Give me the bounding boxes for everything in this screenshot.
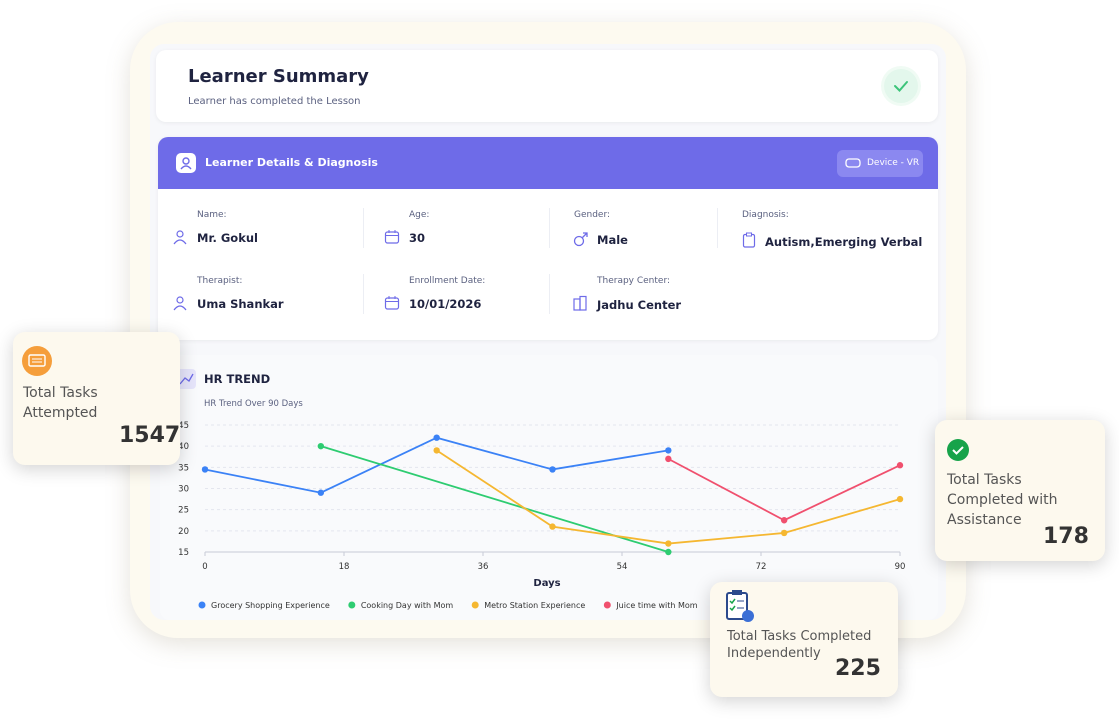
header-subtitle: Learner has completed the Lesson bbox=[188, 96, 361, 107]
x-axis-label: Days bbox=[533, 578, 560, 589]
y-tick-label: 20 bbox=[178, 527, 189, 537]
point bbox=[317, 489, 325, 496]
point bbox=[201, 466, 209, 473]
male-icon bbox=[573, 232, 588, 247]
calendar-icon bbox=[384, 296, 400, 310]
point bbox=[433, 447, 440, 454]
point bbox=[780, 517, 788, 524]
field-label: Therapy Center: bbox=[597, 276, 671, 286]
details-bar bbox=[158, 137, 938, 189]
calendar-icon bbox=[384, 230, 400, 244]
check-icon bbox=[894, 81, 908, 92]
legend-swatch bbox=[471, 601, 479, 609]
x-tick-label: 54 bbox=[617, 562, 628, 572]
legend-label: Metro Station Experience bbox=[484, 601, 585, 610]
legend-label: Juice time with Mom bbox=[615, 601, 697, 610]
chart-icon-line bbox=[179, 373, 194, 385]
stat-label: Total Tasks Attempted bbox=[23, 385, 98, 421]
field-value: 10/01/2026 bbox=[409, 297, 482, 311]
field-value: Mr. Gokul bbox=[197, 231, 258, 245]
point bbox=[896, 495, 904, 503]
chart-card: HR TREND HR Trend Over 90 Days Days 15 20… bbox=[160, 355, 938, 620]
stat-label: Total Tasks Completed with Assistance bbox=[947, 472, 1058, 528]
clipboard-icon bbox=[742, 232, 756, 248]
point bbox=[665, 548, 672, 556]
device-chip[interactable] bbox=[837, 150, 923, 177]
point bbox=[433, 434, 440, 441]
stat-icon bbox=[726, 590, 754, 622]
y-tick-label: 15 bbox=[178, 548, 189, 558]
building-icon bbox=[573, 295, 587, 311]
field-label: Diagnosis: bbox=[742, 210, 789, 220]
x-tick-label: 36 bbox=[478, 562, 489, 572]
series-line bbox=[436, 449, 901, 545]
user-icon bbox=[176, 153, 196, 173]
stat-icon bbox=[947, 439, 969, 461]
field-label: Therapist: bbox=[197, 276, 243, 286]
person-icon bbox=[173, 296, 187, 311]
complete-badge bbox=[884, 69, 918, 103]
legend-label: Cooking Day with Mom bbox=[361, 601, 454, 610]
y-tick-label: 40 bbox=[178, 442, 189, 452]
header-title: Learner Summary bbox=[188, 66, 369, 87]
field-label: Name: bbox=[197, 210, 227, 220]
stat-value: 178 bbox=[1043, 524, 1089, 549]
person-icon bbox=[173, 230, 187, 245]
field-value: 30 bbox=[409, 231, 426, 245]
field-value: Autism,Emerging Verbal bbox=[765, 235, 923, 249]
point bbox=[780, 529, 788, 537]
legend-swatch bbox=[603, 601, 611, 609]
field-value: Uma Shankar bbox=[197, 297, 284, 311]
field-label: Age: bbox=[409, 210, 430, 220]
y-tick-label: 45 bbox=[178, 421, 189, 431]
stat-icon bbox=[22, 346, 52, 376]
x-tick-label: 72 bbox=[756, 562, 767, 572]
separator bbox=[363, 208, 364, 248]
vr-icon bbox=[845, 158, 861, 168]
separator bbox=[549, 208, 550, 248]
chart: HR TREND HR Trend Over 90 Days Days 15 20… bbox=[176, 369, 906, 610]
details-title: Learner Details & Diagnosis bbox=[205, 156, 378, 169]
point bbox=[549, 466, 556, 473]
point bbox=[317, 442, 325, 450]
summary-header bbox=[156, 50, 938, 122]
field-label: Enrollment Date: bbox=[409, 276, 486, 286]
stat-value: 225 bbox=[835, 656, 881, 681]
point bbox=[896, 462, 904, 469]
field-value: Jadhu Center bbox=[597, 298, 682, 312]
legend-swatch bbox=[348, 601, 356, 609]
point bbox=[665, 540, 672, 547]
x-tick-label: 90 bbox=[895, 562, 906, 572]
field-label: Gender: bbox=[574, 210, 611, 220]
series-line bbox=[667, 458, 901, 522]
field-value: Male bbox=[597, 233, 628, 247]
chart-subtitle: HR Trend Over 90 Days bbox=[204, 399, 303, 409]
stat-value: 1547 bbox=[119, 423, 181, 448]
separator bbox=[363, 274, 364, 314]
y-tick-label: 30 bbox=[178, 485, 189, 495]
y-tick-label: 25 bbox=[178, 506, 189, 516]
y-tick-label: 35 bbox=[178, 463, 189, 473]
point bbox=[665, 447, 672, 454]
point bbox=[665, 455, 672, 463]
point bbox=[549, 523, 556, 530]
device-label: Device - VR bbox=[867, 158, 920, 168]
separator bbox=[717, 208, 718, 248]
legend-label: Grocery Shopping Experience bbox=[211, 601, 330, 610]
legend-swatch bbox=[198, 601, 206, 609]
series-line bbox=[204, 436, 669, 494]
x-tick-label: 18 bbox=[339, 562, 350, 572]
separator bbox=[549, 274, 550, 314]
stat-label: Total Tasks Completed Independently bbox=[727, 629, 872, 661]
x-tick-label: 0 bbox=[202, 562, 207, 572]
chart-title: HR TREND bbox=[204, 372, 270, 386]
